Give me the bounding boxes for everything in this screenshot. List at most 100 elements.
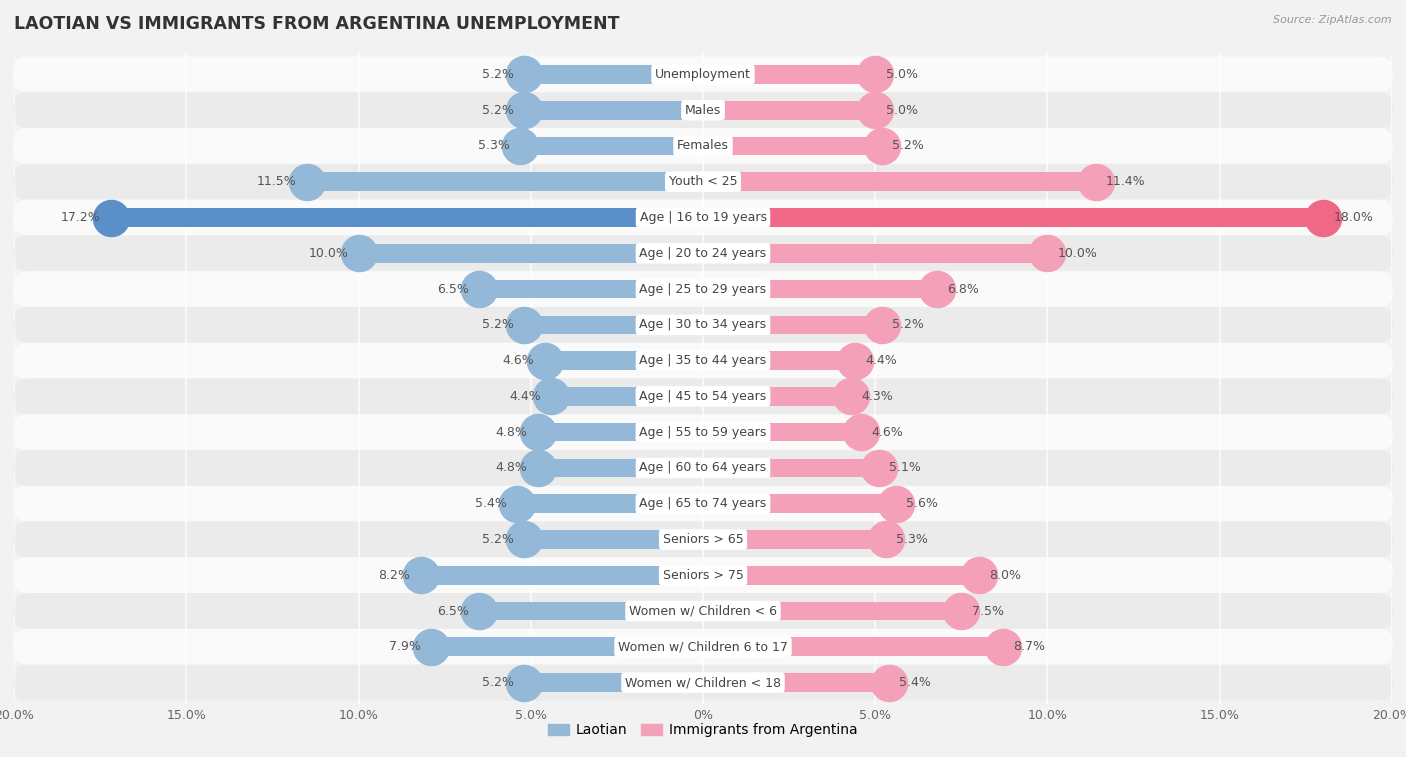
Text: 5.2%: 5.2% (482, 104, 513, 117)
Bar (703, 387, 851, 406)
Bar (544, 351, 703, 370)
Text: 4.8%: 4.8% (495, 425, 527, 438)
Bar (703, 351, 855, 370)
Text: Females: Females (678, 139, 728, 152)
FancyBboxPatch shape (14, 665, 1392, 700)
FancyBboxPatch shape (14, 593, 1392, 629)
Text: 5.2%: 5.2% (482, 319, 513, 332)
Text: 5.4%: 5.4% (900, 676, 931, 689)
Text: Seniors > 65: Seniors > 65 (662, 533, 744, 546)
Bar (703, 566, 979, 584)
Bar (479, 280, 703, 298)
Text: 17.2%: 17.2% (60, 211, 100, 224)
Text: 6.5%: 6.5% (437, 282, 468, 295)
Text: 5.3%: 5.3% (478, 139, 510, 152)
Bar (359, 244, 703, 263)
FancyBboxPatch shape (14, 92, 1392, 128)
FancyBboxPatch shape (14, 271, 1392, 307)
FancyBboxPatch shape (14, 164, 1392, 200)
Text: Women w/ Children 6 to 17: Women w/ Children 6 to 17 (619, 640, 787, 653)
Text: 18.0%: 18.0% (1333, 211, 1374, 224)
Bar (524, 101, 703, 120)
Bar (551, 387, 703, 406)
FancyBboxPatch shape (14, 128, 1392, 164)
Text: 7.9%: 7.9% (388, 640, 420, 653)
Text: 4.3%: 4.3% (862, 390, 893, 403)
Text: 11.4%: 11.4% (1107, 176, 1146, 188)
FancyBboxPatch shape (14, 200, 1392, 235)
Text: Males: Males (685, 104, 721, 117)
Text: Age | 25 to 29 years: Age | 25 to 29 years (640, 282, 766, 295)
Text: 6.8%: 6.8% (948, 282, 980, 295)
Text: 5.2%: 5.2% (482, 533, 513, 546)
FancyBboxPatch shape (14, 629, 1392, 665)
FancyBboxPatch shape (14, 343, 1392, 378)
Bar (703, 208, 1323, 227)
Text: 5.4%: 5.4% (475, 497, 506, 510)
Text: 8.7%: 8.7% (1012, 640, 1045, 653)
Text: LAOTIAN VS IMMIGRANTS FROM ARGENTINA UNEMPLOYMENT: LAOTIAN VS IMMIGRANTS FROM ARGENTINA UNE… (14, 15, 620, 33)
Bar (420, 566, 703, 584)
Text: 5.2%: 5.2% (482, 68, 513, 81)
Text: 5.2%: 5.2% (893, 319, 924, 332)
Text: Age | 60 to 64 years: Age | 60 to 64 years (640, 462, 766, 475)
Bar (703, 280, 938, 298)
Text: Age | 16 to 19 years: Age | 16 to 19 years (640, 211, 766, 224)
FancyBboxPatch shape (14, 522, 1392, 557)
Text: Source: ZipAtlas.com: Source: ZipAtlas.com (1274, 15, 1392, 25)
FancyBboxPatch shape (14, 450, 1392, 486)
Bar (703, 244, 1047, 263)
Text: Seniors > 75: Seniors > 75 (662, 569, 744, 581)
Bar (524, 530, 703, 549)
Text: Youth < 25: Youth < 25 (669, 176, 737, 188)
Bar (703, 423, 862, 441)
Text: 5.0%: 5.0% (886, 68, 918, 81)
FancyBboxPatch shape (14, 378, 1392, 414)
Bar (537, 423, 703, 441)
FancyBboxPatch shape (14, 486, 1392, 522)
Text: 5.3%: 5.3% (896, 533, 928, 546)
Text: 7.5%: 7.5% (972, 605, 1004, 618)
Text: 4.4%: 4.4% (865, 354, 897, 367)
Bar (430, 637, 703, 656)
Text: 5.1%: 5.1% (889, 462, 921, 475)
Bar (479, 602, 703, 620)
Text: Unemployment: Unemployment (655, 68, 751, 81)
Bar (111, 208, 703, 227)
Bar (307, 173, 703, 191)
Bar (703, 65, 875, 84)
Bar (520, 137, 703, 155)
Bar (703, 637, 1002, 656)
Text: Age | 45 to 54 years: Age | 45 to 54 years (640, 390, 766, 403)
Bar (703, 602, 962, 620)
Text: Age | 65 to 74 years: Age | 65 to 74 years (640, 497, 766, 510)
Bar (703, 530, 886, 549)
Bar (703, 316, 882, 334)
Text: 4.4%: 4.4% (509, 390, 541, 403)
Text: Age | 20 to 24 years: Age | 20 to 24 years (640, 247, 766, 260)
Text: Age | 35 to 44 years: Age | 35 to 44 years (640, 354, 766, 367)
Bar (537, 459, 703, 477)
FancyBboxPatch shape (14, 414, 1392, 450)
Text: 4.8%: 4.8% (495, 462, 527, 475)
Text: 8.2%: 8.2% (378, 569, 411, 581)
Bar (703, 673, 889, 692)
Bar (703, 173, 1095, 191)
Legend: Laotian, Immigrants from Argentina: Laotian, Immigrants from Argentina (543, 718, 863, 743)
Bar (703, 459, 879, 477)
FancyBboxPatch shape (14, 307, 1392, 343)
Text: 5.2%: 5.2% (893, 139, 924, 152)
Bar (703, 101, 875, 120)
Text: 4.6%: 4.6% (872, 425, 904, 438)
Bar (524, 673, 703, 692)
Text: 10.0%: 10.0% (308, 247, 349, 260)
Text: 6.5%: 6.5% (437, 605, 468, 618)
FancyBboxPatch shape (14, 557, 1392, 593)
Bar (517, 494, 703, 513)
Text: 11.5%: 11.5% (257, 176, 297, 188)
Bar (703, 137, 882, 155)
Text: 5.0%: 5.0% (886, 104, 918, 117)
FancyBboxPatch shape (14, 57, 1392, 92)
Bar (703, 494, 896, 513)
Text: 5.2%: 5.2% (482, 676, 513, 689)
